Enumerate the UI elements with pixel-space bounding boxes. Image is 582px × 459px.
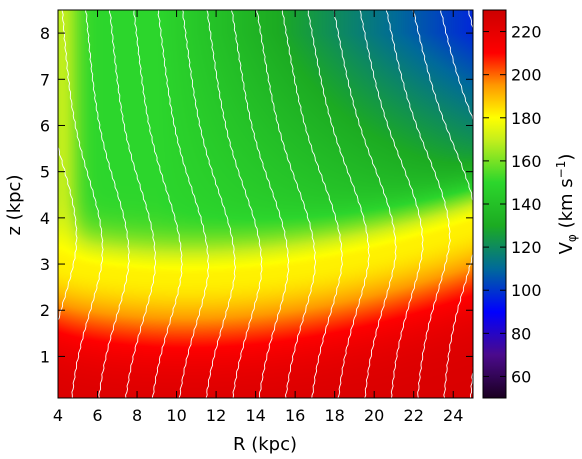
contour-lines: [58, 10, 473, 398]
x-tick-label: 24: [443, 406, 463, 425]
contour-line: [157, 10, 210, 398]
x-axis-ticks: 4 6 8 10 12 14 16 18 20 22 24: [53, 10, 463, 425]
contour-line: [58, 146, 78, 322]
contour-line: [440, 10, 473, 398]
x-tick-label: 20: [364, 406, 384, 425]
contour-line: [412, 10, 473, 398]
colorbar-gradient: [483, 10, 506, 398]
colorbar-tick-label: 220: [511, 23, 542, 42]
y-tick-label: 5: [40, 163, 50, 182]
y-axis-ticks: 1 2 3 4 5 6 7 8: [40, 24, 473, 366]
x-tick-label: 10: [166, 406, 186, 425]
x-tick-label: 14: [245, 406, 265, 425]
x-tick-label: 22: [404, 406, 424, 425]
colorbar-title-sub: φ: [565, 234, 579, 242]
contour-line: [61, 10, 104, 398]
colorbar-title-exp: −1: [554, 161, 568, 179]
y-tick-label: 1: [40, 347, 50, 366]
contour-line: [85, 10, 130, 398]
colorbar-title-close: ): [556, 154, 577, 161]
x-tick-label: 6: [92, 406, 102, 425]
contour-line: [108, 10, 157, 398]
colorbar-tick-label: 80: [511, 324, 531, 343]
contour-line: [359, 10, 424, 398]
x-tick-label: 18: [324, 406, 344, 425]
plot-area: [57, 9, 474, 399]
colorbar-title-main: V: [556, 241, 577, 254]
contour-line: [182, 10, 236, 398]
x-tick-label: 12: [206, 406, 226, 425]
colorbar-title-unit: (km s: [556, 178, 577, 234]
y-tick-label: 6: [40, 116, 50, 135]
y-tick-label: 7: [40, 70, 50, 89]
colorbar: 60 80 100 120 140 160 180 200 220 Vφ (km s−1): [482, 9, 579, 399]
contour-line: [281, 10, 343, 398]
x-tick-label: 8: [132, 406, 142, 425]
colorbar-tick-label: 200: [511, 66, 542, 85]
colorbar-tick-label: 60: [511, 367, 531, 386]
colorbar-tick-label: 100: [511, 281, 542, 300]
colorbar-tick-label: 120: [511, 238, 542, 257]
contour-line: [256, 10, 317, 398]
velocity-heatmap: [58, 10, 473, 398]
contour-line: [133, 10, 183, 398]
contour-line: [206, 10, 263, 398]
colorbar-tick-label: 180: [511, 109, 542, 128]
colorbar-tick-label: 160: [511, 152, 542, 171]
colorbar-title: Vφ (km s−1): [554, 154, 579, 255]
x-tick-label: 4: [53, 406, 63, 425]
x-tick-label: 16: [285, 406, 305, 425]
colorbar-ticks: 60 80 100 120 140 160 180 200 220: [483, 23, 542, 386]
contour-line: [307, 10, 370, 398]
x-axis-title: R (kpc): [233, 434, 297, 455]
y-tick-label: 3: [40, 255, 50, 274]
plot-frame: [57, 9, 474, 399]
contour-line: [333, 10, 397, 398]
y-tick-label: 2: [40, 301, 50, 320]
y-tick-label: 8: [40, 24, 50, 43]
colorbar-tick-label: 140: [511, 195, 542, 214]
contour-line: [385, 10, 451, 398]
y-tick-label: 4: [40, 209, 50, 228]
contour-line: [231, 10, 290, 398]
y-axis-title: z (kpc): [4, 175, 25, 236]
